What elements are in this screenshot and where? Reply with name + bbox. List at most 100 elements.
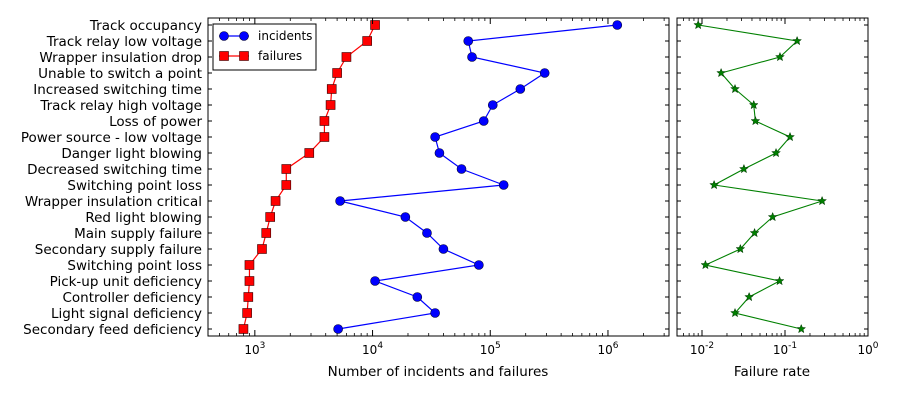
data-point-incidents [400,212,411,222]
data-point-failures [281,180,292,190]
legend-marker-incidents [219,31,229,41]
data-point-failures [326,84,337,94]
data-point-incidents [612,20,623,30]
data-point-failure-rate [817,195,828,206]
data-point-incidents [430,308,440,318]
data-point-failure-rate [700,259,711,270]
data-point-failure-rate [744,291,755,302]
series-line-failures [242,24,376,330]
category-label: Wrapper insulation critical [25,194,202,210]
data-point-failure-rate [730,307,740,318]
category-label: Switching point loss [67,178,202,194]
data-point-failure-rate [738,163,749,174]
data-point-failures [244,276,255,286]
legend-marker-failures [219,51,229,61]
data-point-incidents [335,196,345,206]
data-point-failures [261,228,272,238]
category-label: Controller deficiency [62,290,202,306]
data-point-failures [265,212,275,222]
left-x-tick-label: 104 [362,341,383,357]
series-line-failure-rate [698,24,823,330]
left-x-tick-label: 106 [597,341,618,357]
data-point-incidents [412,292,423,302]
data-point-failures [362,36,372,46]
data-point-failures [238,324,249,334]
legend-box [212,23,317,71]
data-point-incidents [474,260,484,270]
data-point-incidents [515,84,526,94]
left-x-axis-label: Number of incidents and failures [328,364,549,380]
left-x-tick-label: 103 [244,341,265,357]
category-label: Danger light blowing [61,146,202,162]
data-point-incidents [456,164,467,174]
right-x-axis-label: Failure rate [734,364,810,380]
data-point-failures [257,244,267,254]
category-label: Pick-up unit deficiency [50,274,202,290]
category-label: Loss of power [109,114,202,130]
data-point-failure-rate [771,147,781,158]
legend: incidents failures [212,23,317,71]
category-label: Secondary supply failure [35,242,202,258]
data-point-failures [332,68,342,78]
category-label: Main supply failure [74,226,202,242]
data-point-failure-rate [775,51,785,62]
category-label: Red light blowing [85,210,202,226]
legend-marker-failures-end [239,51,249,61]
data-point-incidents [430,132,440,142]
data-point-failures [281,164,292,174]
data-point-failures [341,52,352,62]
category-label: Decreased switching time [27,162,202,178]
category-label: Light signal deficiency [51,306,202,322]
right-plot-frame [676,17,869,337]
data-point-failures [243,292,254,302]
data-point-incidents [539,68,550,78]
data-point-failures [319,132,330,142]
data-point-incidents [422,228,432,238]
data-point-failure-rate [750,115,761,126]
data-point-failure-rate [748,99,759,110]
data-point-incidents [333,324,343,334]
data-point-failures [319,116,330,126]
data-point-incidents [467,52,477,62]
data-point-failure-rate [774,275,785,286]
category-label: Wrapper insulation drop [39,50,202,66]
left-x-tick-label: 105 [480,341,501,357]
category-label: Unable to switch a point [38,66,202,82]
category-label: Track relay high voltage [39,98,202,114]
data-point-failure-rate [785,131,795,142]
data-point-failures [370,20,380,30]
data-point-failures [325,100,336,110]
data-point-incidents [434,148,445,158]
series-line-incidents [338,24,618,330]
category-label: Track occupancy [89,18,202,34]
right-x-tick-label: 10-2 [690,341,714,357]
data-point-failures [304,148,315,158]
left-plot-frame [207,17,670,337]
data-point-failure-rate [693,19,704,30]
data-point-incidents [478,116,489,126]
data-point-failure-rate [767,211,778,222]
category-label: Switching point loss [67,258,202,274]
legend-marker-incidents-end [239,31,249,41]
data-point-failure-rate [796,323,807,334]
data-point-failure-rate [709,179,720,190]
data-point-incidents [463,36,474,46]
category-label: Secondary feed deficiency [23,322,202,338]
legend-entry-incidents: incidents [219,29,312,43]
data-point-failures [244,260,255,270]
category-label: Track relay low voltage [46,34,202,50]
right-x-tick-label: 10-1 [773,341,797,357]
legend-label-incidents: incidents [258,29,312,43]
failure-rate-panel: 10-2 10-1 100 Failure rate [676,17,879,380]
right-x-tick-label: 100 [857,341,878,357]
data-point-failure-rate [716,67,727,78]
data-point-failure-rate [735,243,746,254]
legend-entry-failures: failures [219,49,302,63]
data-point-failures [270,196,281,206]
data-point-incidents [498,180,509,190]
data-point-failure-rate [730,83,740,94]
data-point-failure-rate [749,227,760,238]
data-point-failures [242,308,252,318]
